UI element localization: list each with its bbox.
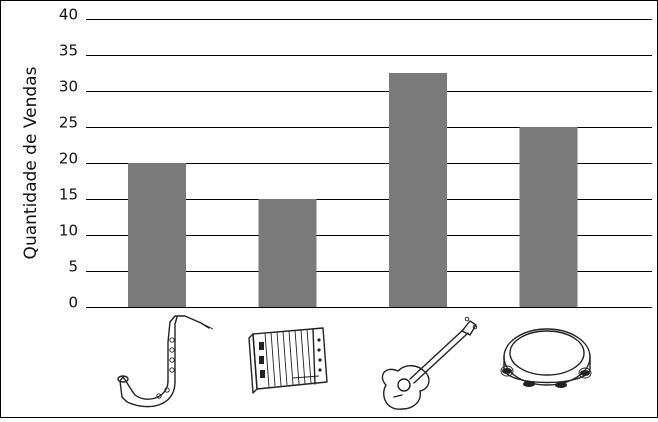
bars [128,73,578,307]
y-tick-label: 35 [59,42,78,60]
bar-saxophone [128,163,186,307]
y-tick-label: 25 [59,114,78,132]
tambourine-icon [500,328,592,388]
saxophone-icon [117,315,214,408]
y-tick-label: 30 [59,78,78,96]
accordion-icon [248,327,328,394]
y-axis-label: Quantidade de Vendas [21,66,41,259]
y-tick-label: 20 [59,150,78,168]
guitar-icon [381,316,478,410]
y-tick-label: 5 [68,258,78,276]
bar-accordion [258,199,317,307]
bar-tambourine [519,127,578,307]
bar-guitar [389,73,447,307]
y-tick-label: 10 [59,222,78,240]
y-tick-label: 40 [59,6,78,24]
y-tick-label: 15 [59,186,78,204]
y-tick-label: 0 [68,294,78,312]
y-axis-ticks: 0 5 10 15 20 25 30 35 40 [59,6,78,312]
